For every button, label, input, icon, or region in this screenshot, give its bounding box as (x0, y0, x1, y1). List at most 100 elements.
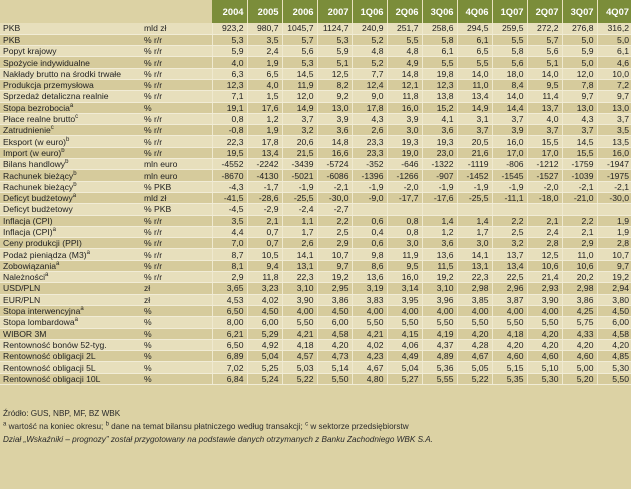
value-cell: 2,4 (526, 226, 562, 239)
value-cell: 9,7 (596, 90, 631, 103)
row-label: Rentowność obligacji 5L (3, 362, 96, 373)
value-cell: 13,5 (596, 135, 631, 148)
row-label: Rentowność bonów 52-tyg. (3, 339, 107, 350)
value-cell: 9,5 (386, 260, 422, 273)
value-cell: 2,5 (316, 226, 352, 239)
value-cell: 13,4 (456, 90, 492, 103)
value-cell: 4,00 (491, 305, 527, 318)
table-row: PKB mld zł 923,2 980,7 1045,7 1124,7 240,9 251,… (0, 23, 631, 35)
table-row: Zatrudnieniec% r/r -0,8 1,9 3,2 3,6 2,6 3,0 3,6… (0, 124, 631, 137)
value-cell: 7,8 (561, 79, 597, 92)
value-cell: 1,9 (246, 124, 282, 137)
value-cell: 20,2 (561, 271, 597, 284)
value-cell: 0,6 (351, 237, 387, 250)
value-cell: 5,6 (281, 45, 317, 58)
value-cell: 19,3 (386, 135, 422, 148)
value-cell: 3,0 (386, 124, 422, 137)
unit-cell: % (142, 328, 212, 340)
value-cell: 2,1 (246, 215, 282, 227)
value-cell: 923,2 (211, 23, 247, 35)
source-note: Źródło: GUS, NBP, MF, BZ WBK (3, 409, 121, 418)
value-cell: 5,24 (246, 373, 282, 386)
unit-cell: % (142, 350, 212, 363)
value-cell: 4,02 (246, 294, 282, 306)
table-row: EUR/PLN zł 4,53 4,02 3,90 3,86 3,83 3,95 3,96 3,8… (0, 294, 631, 306)
value-cell: -30,0 (596, 192, 631, 205)
value-cell: 3,0 (386, 237, 422, 250)
value-cell: 7,2 (596, 79, 631, 92)
value-cell: 10,7 (596, 248, 631, 261)
value-cell: 5,1 (316, 56, 352, 69)
value-cell: 3,9 (316, 113, 352, 126)
value-cell: 4,21 (281, 328, 317, 340)
row-label-cell: Zatrudnieniec (0, 124, 142, 137)
value-cell: 3,19 (351, 282, 387, 295)
value-cell: 11,0 (561, 248, 597, 261)
value-cell: 4,85 (596, 350, 631, 363)
value-cell: 4,92 (246, 339, 282, 352)
value-cell: 5,35 (491, 373, 527, 386)
value-cell: 3,83 (351, 294, 387, 306)
value-cell: 4,67 (456, 350, 492, 363)
value-cell: 2,2 (491, 215, 527, 227)
value-cell: -25,5 (281, 192, 317, 205)
period-header: 3Q06 (422, 0, 458, 23)
value-cell: 13,0 (561, 102, 597, 114)
value-cell: 4,9 (386, 56, 422, 69)
unit-cell: % r/r (142, 271, 212, 284)
row-label-cell: Rentowność obligacji 5L (0, 361, 142, 374)
value-cell: 2,9 (316, 237, 352, 250)
table-row: Rentowność obligacji 10L% 6,84 5,24 5,22 5,5… (0, 373, 631, 386)
value-cell: 4,8 (386, 45, 422, 58)
value-cell: 5,10 (526, 361, 562, 374)
table-row: Zobowiązaniaa% r/r 8,1 9,4 13,1 9,7 8,6 9,5 11,… (0, 260, 631, 273)
value-cell (456, 203, 492, 216)
row-label: Płace realne brutto (3, 114, 76, 125)
value-cell: -1,9 (456, 181, 492, 193)
value-cell: 4,58 (596, 328, 631, 340)
value-cell: 3,80 (596, 294, 631, 306)
value-cell: 3,95 (386, 294, 422, 306)
value-cell: -1266 (386, 169, 422, 182)
table-row: Deficyt budżetowya mld zł -41,5 -28,6 -25,5-… (0, 192, 631, 205)
row-label-cell: Sprzedaż detaliczna realnie (0, 90, 142, 103)
footnote-marker: a (86, 249, 90, 256)
value-cell: 4,0 (211, 56, 247, 69)
value-cell: 1,9 (596, 226, 631, 239)
value-cell: -2,1 (596, 181, 631, 193)
value-cell: 4,06 (386, 339, 422, 352)
table-row: Produkcja przemysłowa% r/r 12,3 4,0 11,9 8,2… (0, 79, 631, 92)
table-row: Stopa interwencyjnaa% 6,50 4,50 4,00 4,50 4,0… (0, 305, 631, 318)
value-cell: 14,8 (386, 68, 422, 80)
row-label: Bilans handlowy (3, 159, 66, 170)
table-row: Bilans handlowyb mln euro -4552 -2242 -3439-… (0, 158, 631, 171)
value-cell: 8,2 (316, 79, 352, 92)
value-cell: 4,60 (561, 350, 597, 363)
value-cell: 5,3 (211, 34, 247, 47)
value-cell: 13,6 (421, 248, 457, 261)
value-cell: 10,7 (316, 248, 352, 261)
value-cell: -2,4 (281, 203, 317, 216)
value-cell: 4,00 (281, 305, 317, 318)
footnote-marker: a (3, 421, 7, 428)
footnote-marker: c (305, 421, 309, 428)
disclaimer-note: Dział „Wskaźniki – prognozy” został przy… (3, 435, 434, 444)
value-cell: 4,50 (596, 305, 631, 318)
value-cell: 5,5 (386, 34, 422, 47)
value-cell: 21,6 (456, 147, 492, 160)
value-cell: 4,0 (526, 113, 562, 126)
value-cell: 3,7 (561, 124, 597, 137)
value-cell: 6,50 (211, 305, 247, 318)
value-cell: 12,3 (421, 79, 457, 92)
unit-cell: % r/r (142, 124, 212, 137)
row-label: Import (w euro) (3, 147, 62, 158)
unit-cell: % r/r (142, 79, 212, 92)
economic-indicators-table: 2004 2005 2006 2007 1Q06 2Q06 3Q06 4Q06 1Q07 2Q07… (0, 0, 631, 386)
value-cell: 4,20 (561, 339, 597, 352)
value-cell: 1,5 (246, 90, 282, 103)
table-row: Rachunek bieżącyb mln euro -8670 -4130 -5021… (0, 169, 631, 182)
row-label-cell: Rentowność obligacji 2L (0, 350, 142, 363)
value-cell (386, 203, 422, 216)
value-cell: -907 (421, 169, 457, 182)
